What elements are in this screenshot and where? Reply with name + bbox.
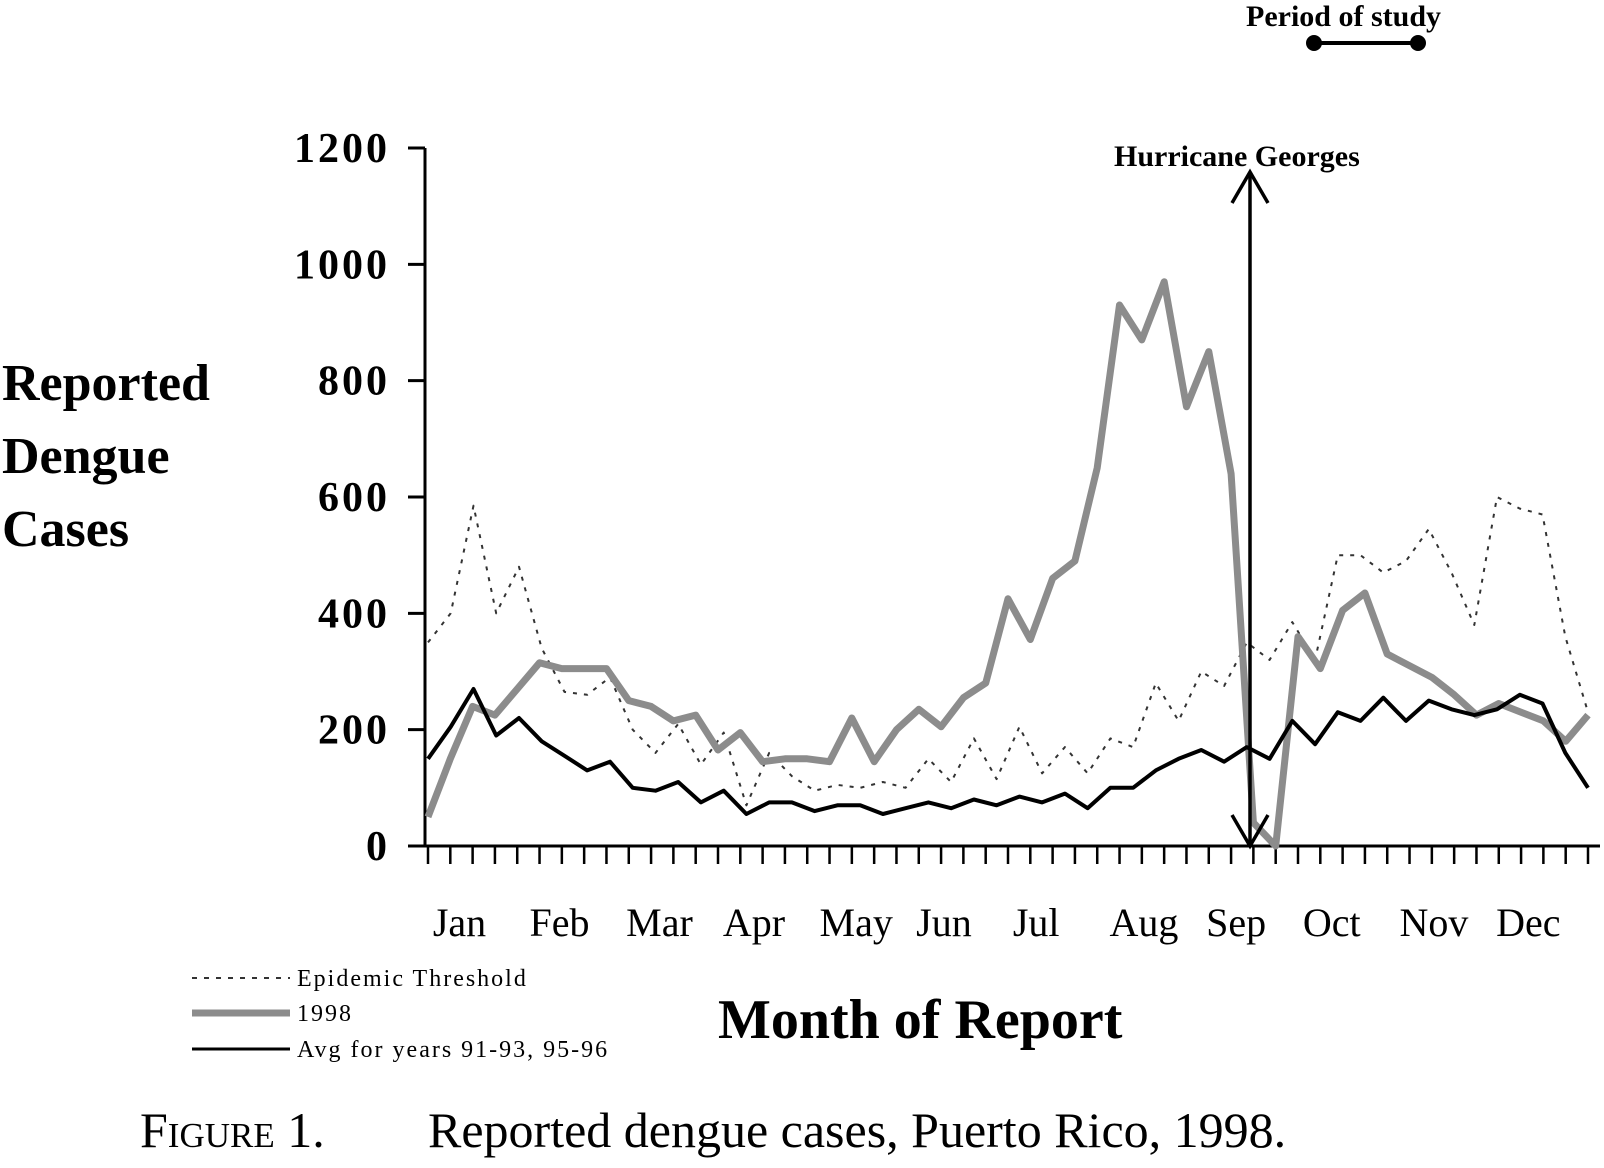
y-tick-label: 800 [318,359,390,405]
hurricane-label: Hurricane Georges [1114,140,1360,173]
y-tick-label: 600 [318,475,390,521]
legend-label-threshold: Epidemic Threshold [297,966,528,992]
month-label-sep: Sep [1206,900,1266,945]
x-axis-title: Month of Report [718,989,1123,1051]
y-tick-label: 400 [318,591,390,637]
x-axis-ticks [426,846,1590,864]
series-line-solid-black [426,687,1590,816]
period-of-study-marker [1306,35,1426,51]
y-axis-title-line-1: Reported [2,355,210,412]
x-axis-month-labels: Jan Feb Mar Apr May Jun Jul Aug Sep Oct Nov Dec [433,900,1561,945]
legend-label-1998: 1998 [297,1001,353,1027]
month-label-dec: Dec [1496,900,1560,945]
month-label-mar: Mar [626,900,693,945]
series-layer [424,278,1591,850]
month-label-feb: Feb [530,900,590,945]
series-line-thick-gray [424,278,1591,850]
month-label-jun: Jun [916,900,972,945]
y-axis-ticks: 0 200 400 600 800 1000 1200 [294,126,425,870]
month-label-oct: Oct [1303,900,1361,945]
month-label-jan: Jan [433,900,486,945]
y-tick-label: 1200 [294,126,390,172]
month-label-aug: Aug [1110,900,1179,945]
figure-caption-prefix: Figure 1. [140,1102,325,1158]
series-line-dotted [427,496,1589,807]
legend-label-avg: Avg for years 91-93, 95-96 [297,1037,609,1063]
y-axis-title-line-3: Cases [2,501,129,558]
y-tick-label: 1000 [294,242,390,288]
period-of-study-label: Period of study [1246,0,1441,33]
hurricane-arrow [1230,168,1270,850]
y-tick-label: 200 [318,708,390,754]
y-tick-label: 0 [366,824,390,870]
legend: Epidemic Threshold 1998 Avg for years 91… [192,966,609,1063]
y-axis-title-line-2: Dengue [2,428,170,485]
month-label-apr: Apr [723,900,785,945]
month-label-jul: Jul [1013,900,1060,945]
month-label-may: May [820,900,893,945]
figure-caption-text: Reported dengue cases, Puerto Rico, 1998… [428,1102,1286,1158]
month-label-nov: Nov [1400,900,1469,945]
